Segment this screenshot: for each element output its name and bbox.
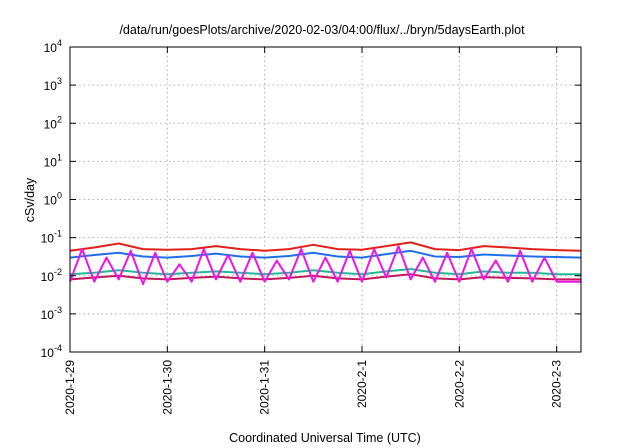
y-tick-mantissa: 10 — [44, 79, 58, 93]
x-tick-label: 2020-1-31 — [258, 360, 272, 415]
y-tick-exponent: 3 — [57, 76, 62, 86]
y-tick-exponent: 1 — [57, 152, 62, 162]
y-tick-label: 103 — [44, 76, 62, 93]
y-tick-exponent: 4 — [57, 38, 62, 48]
series-line-5 — [69, 245, 581, 286]
x-tick-label: 2020-2-1 — [355, 360, 369, 408]
y-tick-exponent: 2 — [57, 114, 62, 124]
series-line-4 — [69, 273, 581, 281]
y-tick-label: 10-2 — [41, 267, 62, 284]
y-tick-mantissa: 10 — [41, 308, 55, 322]
x-axis: 2020-1-29 2020-1-30 2020-1-31 2020-2-1 2020-… — [63, 47, 564, 415]
y-tick-label: 100 — [44, 191, 62, 208]
chart-title: /data/run/goesPlots/archive/2020-02-03/0… — [119, 23, 525, 37]
series-line-1 — [69, 241, 582, 252]
series-line-3 — [69, 268, 581, 276]
y-tick-mantissa: 10 — [41, 270, 55, 284]
y-tick-exponent: -1 — [54, 229, 62, 239]
y-tick-exponent: -3 — [54, 305, 62, 315]
y-tick-exponent: -4 — [54, 343, 62, 353]
x-tick-label: 2020-2-3 — [550, 360, 564, 408]
y-tick-label: 10-3 — [41, 305, 62, 322]
x-tick-label: 2020-1-29 — [63, 360, 77, 415]
y-axis-label: cSv/day — [23, 177, 37, 222]
y-tick-label: 101 — [44, 152, 62, 169]
series-line-2 — [69, 249, 582, 259]
grid — [69, 47, 581, 352]
y-tick-label: 10-4 — [41, 343, 62, 360]
y-tick-label: 10-1 — [41, 229, 62, 246]
x-tick-label: 2020-2-2 — [452, 360, 466, 408]
x-axis-label: Coordinated Universal Time (UTC) — [229, 431, 421, 445]
y-tick-mantissa: 10 — [44, 117, 58, 131]
y-tick-label: 104 — [44, 38, 62, 55]
y-tick-exponent: 0 — [57, 191, 62, 201]
y-tick-mantissa: 10 — [44, 194, 58, 208]
y-tick-label: 102 — [44, 114, 62, 131]
y-tick-exponent: -2 — [54, 267, 62, 277]
series-group — [69, 241, 582, 286]
y-tick-mantissa: 10 — [41, 232, 55, 246]
x-tick-label: 2020-1-30 — [160, 360, 174, 415]
y-tick-mantissa: 10 — [41, 346, 55, 360]
y-tick-mantissa: 10 — [44, 41, 58, 55]
y-tick-mantissa: 10 — [44, 155, 58, 169]
